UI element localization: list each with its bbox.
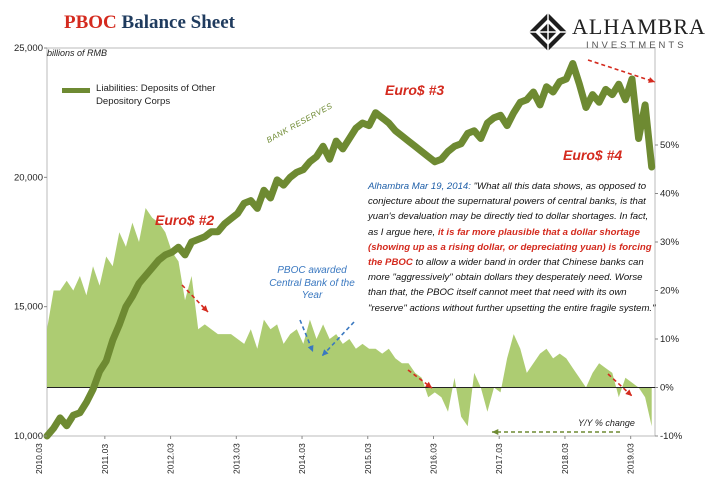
brand-logo: ALHAMBRA INVESTMENTS xyxy=(528,12,705,52)
euro4-label: Euro$ #4 xyxy=(563,147,623,163)
left-axis-tick-label: 10,000 xyxy=(14,431,43,442)
yoy-change-area xyxy=(47,208,652,427)
right-axis-tick-label: 40% xyxy=(660,189,680,200)
euro3-label: Euro$ #3 xyxy=(385,82,445,98)
quote-annotation: Alhambra Mar 19, 2014: "What all this da… xyxy=(368,179,656,316)
top-right-arrow xyxy=(587,59,656,83)
lattice-logo-icon xyxy=(529,13,567,51)
x-axis-tick-label: 2015.03 xyxy=(363,443,373,474)
right-axis-tick-label: -10% xyxy=(660,431,683,442)
right-axis-label: Y/Y % change xyxy=(578,418,635,428)
legend-label: Liabilities: Deposits of Other Depositor… xyxy=(96,83,216,107)
left-axis-tick-label: 20,000 xyxy=(14,172,43,183)
x-axis-tick-label: 2012.03 xyxy=(166,443,176,474)
logo-subtitle: INVESTMENTS xyxy=(586,40,687,51)
yoy-arrow-head xyxy=(492,429,499,435)
x-axis-tick-label: 2010.03 xyxy=(34,443,44,474)
euro4-arrow-head xyxy=(625,389,632,396)
right-axis-tick-label: 30% xyxy=(660,237,680,248)
right-axis-tick-label: 0% xyxy=(660,383,674,394)
left-axis-tick-label: 25,000 xyxy=(14,43,43,54)
x-axis-tick-label: 2018.03 xyxy=(560,443,570,474)
legend-swatch xyxy=(62,88,90,93)
callout-pointer-2 xyxy=(321,321,355,357)
euro4-arrow xyxy=(607,373,633,397)
top-right-arrow-head xyxy=(648,77,655,83)
right-axis-tick-label: 20% xyxy=(660,286,680,297)
x-axis-tick-label: 2011.03 xyxy=(100,444,110,474)
x-axis-tick-label: 2019.03 xyxy=(626,443,636,474)
x-axis-tick-label: 2013.03 xyxy=(231,443,241,474)
deposits-line xyxy=(43,60,656,440)
x-axis-tick-label: 2017.03 xyxy=(494,443,504,474)
euro2-label: Euro$ #2 xyxy=(155,212,215,228)
x-axis-tick-label: 2016.03 xyxy=(428,443,438,474)
euro3-arrow-head xyxy=(425,381,432,388)
x-axis-tick-label: 2014.03 xyxy=(297,443,307,474)
right-axis-tick-label: 50% xyxy=(660,140,680,151)
callout-pointer-1-head xyxy=(307,345,314,352)
units-label: billions of RMB xyxy=(47,48,108,58)
left-axis-tick-label: 15,000 xyxy=(14,302,43,313)
quote-highlight: it is far more plausible that a dollar s… xyxy=(368,226,652,269)
logo-name: ALHAMBRA xyxy=(572,14,705,39)
central-bank-callout: PBOC awarded Central Bank of the Year xyxy=(269,265,355,301)
quote-part2: to allow a wider band in order that Chin… xyxy=(368,257,656,314)
right-axis-tick-label: 10% xyxy=(660,334,680,345)
page-title: PBOC Balance Sheet xyxy=(64,12,235,33)
euro2-arrow-head xyxy=(201,305,208,312)
callout-pointer-2-head xyxy=(322,349,329,356)
quote-part1: "What all this data shows, as opposed to… xyxy=(368,181,649,238)
quote-source: Alhambra Mar 19, 2014: xyxy=(368,181,471,192)
